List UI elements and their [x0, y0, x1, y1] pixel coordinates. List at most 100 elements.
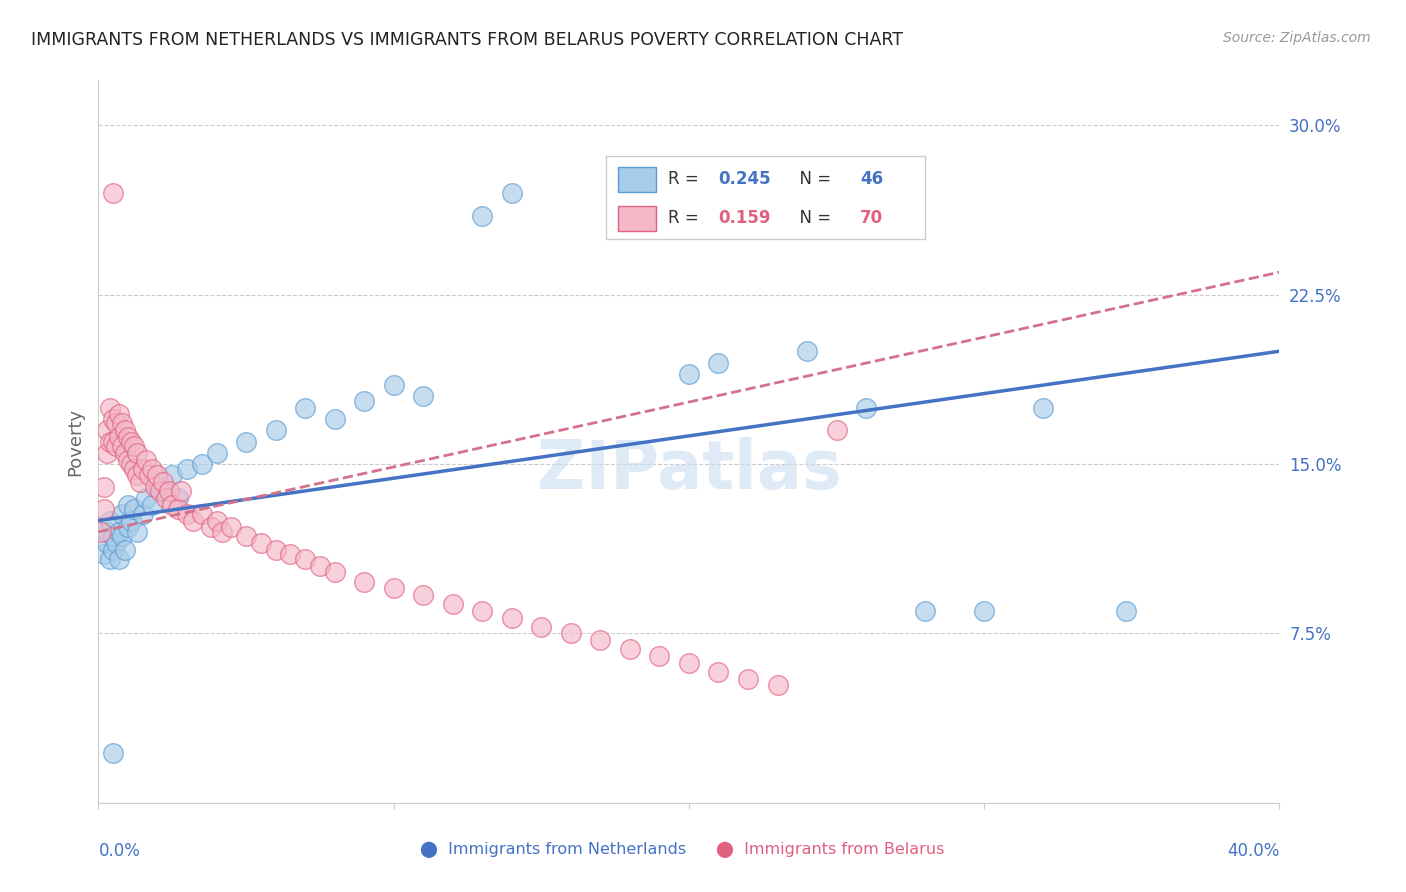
Point: [471, 209, 494, 223]
Point: [678, 656, 700, 670]
Point: [441, 597, 464, 611]
Point: [96, 536, 118, 550]
Point: [167, 491, 190, 505]
Point: [264, 542, 287, 557]
Point: [382, 582, 405, 596]
Point: [152, 475, 174, 490]
Point: [103, 529, 125, 543]
Point: [766, 678, 789, 692]
Point: [98, 552, 121, 566]
Point: [114, 542, 136, 557]
Point: [855, 401, 877, 415]
Point: [294, 552, 316, 566]
Point: [108, 552, 131, 566]
Point: [103, 542, 125, 557]
Point: [120, 514, 142, 528]
Point: [162, 468, 183, 483]
Point: [221, 520, 243, 534]
Point: [1032, 401, 1054, 415]
Point: [98, 514, 121, 528]
Point: [157, 484, 180, 499]
Point: [796, 344, 818, 359]
Point: [167, 502, 190, 516]
Text: ZIPatlas: ZIPatlas: [537, 437, 841, 503]
Point: [191, 507, 214, 521]
Point: [122, 461, 145, 475]
Point: [98, 401, 121, 415]
Point: [191, 457, 214, 471]
Point: [96, 423, 118, 437]
Point: [125, 524, 148, 539]
Point: [323, 566, 346, 580]
Point: [120, 434, 142, 449]
Point: [155, 491, 177, 505]
Point: [125, 446, 148, 460]
Point: [132, 461, 155, 475]
Point: [122, 439, 145, 453]
Point: [111, 507, 134, 521]
Point: [648, 648, 671, 663]
Point: [105, 417, 128, 431]
Point: [90, 524, 112, 539]
Point: [1115, 604, 1137, 618]
Point: [96, 524, 118, 539]
Text: 70: 70: [860, 210, 883, 227]
Point: [353, 574, 375, 589]
FancyBboxPatch shape: [606, 156, 925, 239]
Point: [176, 507, 198, 521]
Point: [111, 439, 134, 453]
Point: [353, 393, 375, 408]
Point: [103, 746, 125, 760]
Point: [211, 524, 233, 539]
Text: 0.245: 0.245: [718, 170, 770, 188]
Point: [122, 502, 145, 516]
Point: [162, 498, 183, 512]
Text: R =: R =: [668, 170, 703, 188]
Point: [138, 468, 160, 483]
Point: [412, 588, 434, 602]
Point: [135, 491, 157, 505]
Point: [170, 484, 193, 499]
Point: [825, 423, 848, 437]
Point: [125, 468, 148, 483]
Point: [93, 480, 115, 494]
Text: 0.159: 0.159: [718, 210, 770, 227]
Point: [737, 672, 759, 686]
Point: [382, 378, 405, 392]
Point: [105, 439, 128, 453]
Text: R =: R =: [668, 210, 703, 227]
Point: [117, 452, 139, 467]
Point: [114, 446, 136, 460]
Point: [143, 480, 166, 494]
Point: [117, 520, 139, 534]
Point: [235, 529, 257, 543]
Point: [108, 524, 131, 539]
Point: [98, 434, 121, 449]
Text: ⬤  Immigrants from Netherlands: ⬤ Immigrants from Netherlands: [420, 842, 686, 858]
Point: [120, 457, 142, 471]
Point: [530, 620, 553, 634]
Point: [103, 434, 125, 449]
Point: [176, 461, 198, 475]
FancyBboxPatch shape: [619, 206, 655, 231]
Text: N =: N =: [789, 210, 837, 227]
Point: [105, 536, 128, 550]
Point: [135, 452, 157, 467]
Point: [707, 665, 730, 679]
Point: [412, 389, 434, 403]
Point: [117, 430, 139, 444]
Text: N =: N =: [789, 170, 837, 188]
Point: [146, 480, 169, 494]
Y-axis label: Poverty: Poverty: [66, 408, 84, 475]
Text: Source: ZipAtlas.com: Source: ZipAtlas.com: [1223, 31, 1371, 45]
Point: [93, 502, 115, 516]
Point: [111, 529, 134, 543]
Point: [141, 498, 163, 512]
Point: [973, 604, 995, 618]
Text: 46: 46: [860, 170, 883, 188]
FancyBboxPatch shape: [619, 167, 655, 193]
Point: [619, 642, 641, 657]
Point: [108, 408, 131, 422]
Point: [309, 558, 332, 573]
Point: [128, 475, 150, 490]
